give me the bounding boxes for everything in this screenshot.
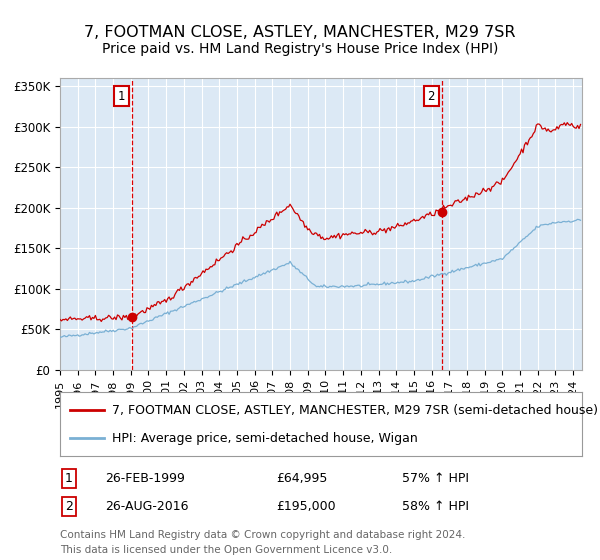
Text: 57% ↑ HPI: 57% ↑ HPI [402,472,469,486]
Text: 2: 2 [65,500,73,514]
Text: 58% ↑ HPI: 58% ↑ HPI [402,500,469,514]
Text: £195,000: £195,000 [276,500,335,514]
Text: This data is licensed under the Open Government Licence v3.0.: This data is licensed under the Open Gov… [60,545,392,555]
Text: Price paid vs. HM Land Registry's House Price Index (HPI): Price paid vs. HM Land Registry's House … [102,42,498,56]
Text: 1: 1 [65,472,73,486]
Text: 1: 1 [118,90,125,102]
Text: 26-AUG-2016: 26-AUG-2016 [105,500,188,514]
Text: £64,995: £64,995 [276,472,328,486]
Text: 7, FOOTMAN CLOSE, ASTLEY, MANCHESTER, M29 7SR (semi-detached house): 7, FOOTMAN CLOSE, ASTLEY, MANCHESTER, M2… [112,404,598,417]
Text: Contains HM Land Registry data © Crown copyright and database right 2024.: Contains HM Land Registry data © Crown c… [60,530,466,540]
Text: 26-FEB-1999: 26-FEB-1999 [105,472,185,486]
Text: 7, FOOTMAN CLOSE, ASTLEY, MANCHESTER, M29 7SR: 7, FOOTMAN CLOSE, ASTLEY, MANCHESTER, M2… [84,25,516,40]
Text: HPI: Average price, semi-detached house, Wigan: HPI: Average price, semi-detached house,… [112,432,418,445]
Text: 2: 2 [428,90,435,102]
